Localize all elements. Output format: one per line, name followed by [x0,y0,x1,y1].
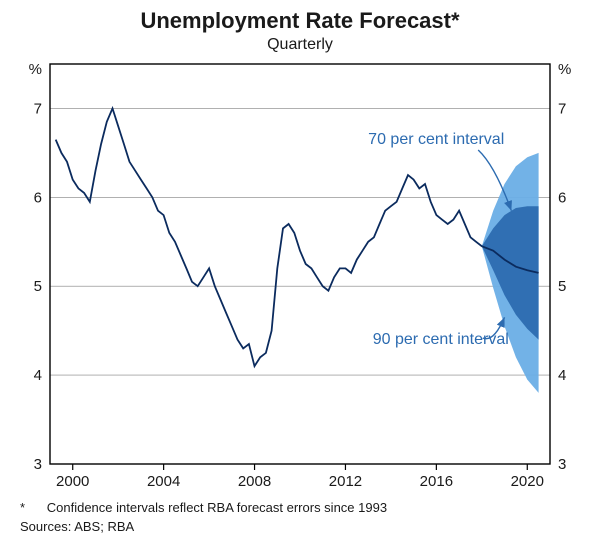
svg-text:%: % [29,61,42,78]
svg-text:6: 6 [34,189,42,206]
chart-subtitle: Quarterly [0,36,600,54]
svg-text:5: 5 [558,278,566,295]
y-axis-left: 3 4 5 6 7% [29,61,42,473]
svg-text:2012: 2012 [329,473,362,490]
svg-text:%: % [558,61,571,78]
svg-text:2020: 2020 [511,473,544,490]
ann70-label: 70 per cent interval [368,131,504,148]
svg-text:2016: 2016 [420,473,453,490]
footnote: * Confidence intervals reflect RBA forec… [0,494,600,515]
svg-text:4: 4 [34,367,42,384]
footnote-marker: * [20,500,25,515]
gridlines [50,108,550,464]
svg-text:2000: 2000 [56,473,89,490]
sources-label: Sources: [20,519,71,534]
footnote-text: Confidence intervals reflect RBA forecas… [47,500,387,515]
svg-text:3: 3 [558,456,566,473]
ann90-label: 90 per cent interval [373,331,509,348]
svg-text:7: 7 [34,100,42,117]
sources: Sources: ABS; RBA [0,515,600,534]
y-axis-right: 3 4 5 6 7% [558,61,571,473]
svg-text:6: 6 [558,189,566,206]
svg-text:7: 7 [558,100,566,117]
chart-container: Unemployment Rate Forecast* Quarterly 3 4… [0,0,600,555]
chart-title: Unemployment Rate Forecast* [0,0,600,34]
chart-plot: 3 4 5 6 7% 3 4 5 6 7% 2000 2004 2008 2012 2016 2020 70 p… [0,54,600,494]
sources-text: ABS; RBA [74,519,134,534]
plot-border [50,64,550,464]
svg-text:5: 5 [34,278,42,295]
x-axis: 2000 2004 2008 2012 2016 2020 [56,464,544,490]
svg-text:2004: 2004 [147,473,180,490]
svg-text:4: 4 [558,367,566,384]
svg-text:3: 3 [34,456,42,473]
svg-text:2008: 2008 [238,473,271,490]
